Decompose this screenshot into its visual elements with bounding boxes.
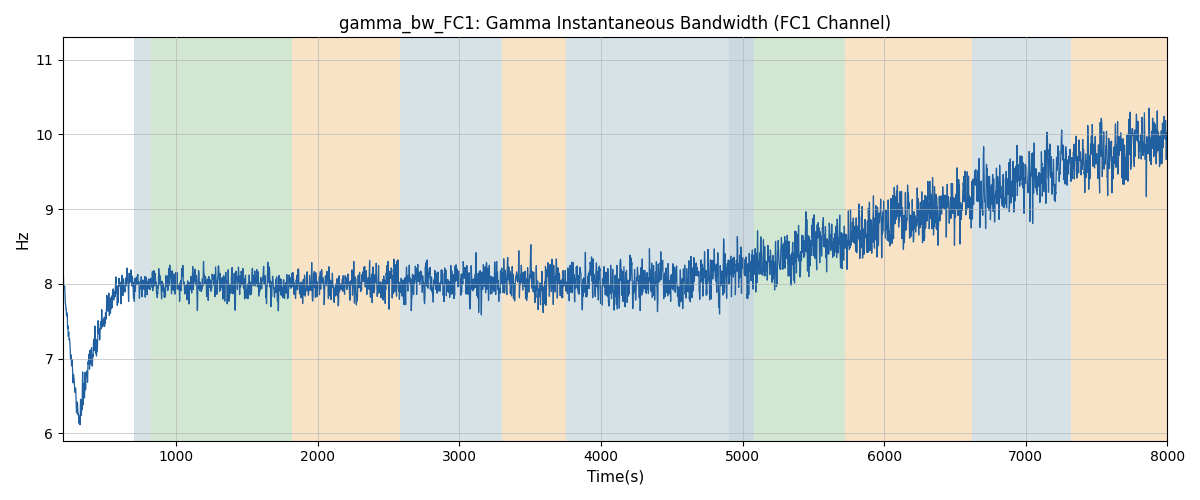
Bar — [972, 38, 1072, 440]
Bar — [134, 38, 151, 440]
Bar — [151, 38, 293, 440]
Bar — [565, 38, 728, 440]
Bar — [845, 38, 972, 440]
Bar — [728, 38, 754, 440]
X-axis label: Time(s): Time(s) — [587, 470, 644, 485]
Bar — [502, 38, 565, 440]
Title: gamma_bw_FC1: Gamma Instantaneous Bandwidth (FC1 Channel): gamma_bw_FC1: Gamma Instantaneous Bandwi… — [340, 15, 892, 34]
Y-axis label: Hz: Hz — [16, 230, 30, 249]
Bar — [293, 38, 400, 440]
Bar — [1072, 38, 1168, 440]
Bar — [400, 38, 502, 440]
Bar — [754, 38, 845, 440]
